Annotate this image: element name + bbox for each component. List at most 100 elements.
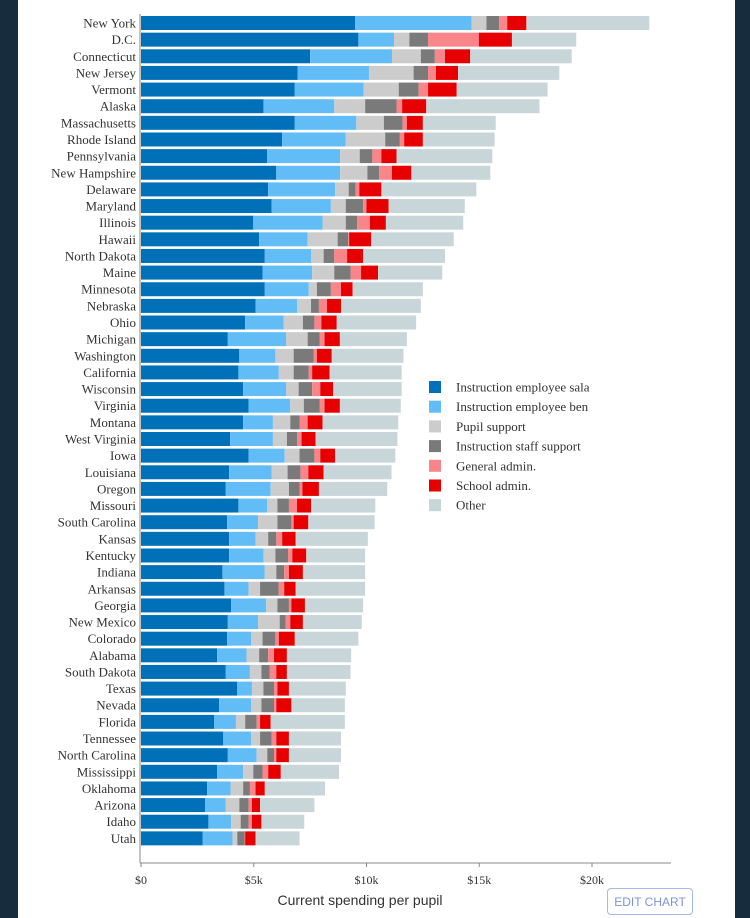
bar-segment bbox=[316, 282, 331, 297]
bar-segment bbox=[302, 615, 362, 630]
category-label: Utah bbox=[111, 831, 137, 846]
category-label: Massachusetts bbox=[61, 115, 136, 130]
bar-segment bbox=[286, 648, 352, 663]
bar-segment bbox=[227, 615, 259, 630]
bar-segment bbox=[340, 149, 360, 164]
bar-segment bbox=[276, 748, 289, 763]
bar-segment bbox=[294, 631, 359, 646]
bar-segment bbox=[243, 764, 254, 779]
bar-segment bbox=[308, 282, 317, 297]
category-label: Ohio bbox=[110, 315, 136, 330]
edit-chart-button[interactable]: EDIT CHART bbox=[607, 888, 693, 915]
bar-segment bbox=[428, 82, 457, 97]
bar-segment bbox=[507, 16, 527, 30]
bar-segment bbox=[284, 448, 300, 463]
bar-segment bbox=[248, 581, 261, 596]
bar-segment bbox=[141, 49, 311, 64]
legend-swatch bbox=[429, 420, 441, 433]
bar-segment bbox=[499, 16, 508, 30]
bar-segment bbox=[406, 115, 423, 130]
bar-segment bbox=[396, 99, 403, 114]
category-label: Connecticut bbox=[73, 49, 136, 64]
bar-segment bbox=[258, 515, 278, 530]
category-label: Indiana bbox=[97, 565, 136, 580]
bar-segment bbox=[141, 515, 228, 530]
category-label: Kansas bbox=[98, 531, 136, 546]
bar-segment bbox=[372, 149, 382, 164]
bar-segment bbox=[238, 365, 279, 380]
bar-segment bbox=[264, 781, 326, 796]
bar-segment bbox=[229, 465, 272, 480]
legend-label: School admin. bbox=[456, 478, 531, 493]
bar-segment bbox=[248, 814, 252, 829]
bar-segment bbox=[141, 531, 230, 546]
bar-segment bbox=[334, 248, 348, 263]
bar-segment bbox=[237, 681, 252, 696]
bar-segment bbox=[388, 199, 465, 214]
bar-segment bbox=[141, 248, 265, 263]
bar-segment bbox=[295, 581, 366, 596]
bar-segment bbox=[141, 348, 240, 363]
bar-segment bbox=[293, 365, 309, 380]
bar-segment bbox=[279, 615, 286, 630]
bar-segment bbox=[293, 348, 314, 363]
bar-segment bbox=[379, 165, 392, 180]
bar-segment bbox=[368, 65, 414, 80]
bar-segment bbox=[274, 698, 277, 713]
bar-segment bbox=[288, 748, 342, 763]
bar-segment bbox=[256, 748, 268, 763]
bar-segment bbox=[239, 798, 249, 813]
bar-segment bbox=[249, 664, 262, 679]
bar-segment bbox=[299, 481, 303, 496]
category-label: Washington bbox=[74, 348, 136, 363]
bar-segment bbox=[418, 82, 429, 97]
bar-segment bbox=[308, 465, 324, 480]
category-label: New Hampshire bbox=[51, 165, 136, 180]
bar-segment bbox=[402, 99, 427, 114]
bar-segment bbox=[367, 165, 380, 180]
bar-segment bbox=[324, 332, 340, 347]
bar-segment bbox=[141, 65, 298, 80]
bar-segment bbox=[141, 132, 283, 147]
bar-segment bbox=[458, 65, 560, 80]
bar-segment bbox=[239, 348, 276, 363]
bar-segment bbox=[471, 16, 487, 30]
bar-segment bbox=[261, 664, 270, 679]
bar-segment bbox=[336, 315, 417, 330]
category-label: Montana bbox=[90, 415, 136, 430]
bar-segment bbox=[141, 398, 249, 413]
legend-label: Instruction employee ben bbox=[456, 399, 589, 414]
bar-segment bbox=[486, 16, 500, 30]
bar-segment bbox=[276, 731, 289, 746]
bar-segment bbox=[320, 448, 336, 463]
bar-segment bbox=[259, 648, 269, 663]
bar-segment bbox=[341, 298, 421, 313]
bar-segment bbox=[141, 16, 355, 30]
bar-segment bbox=[214, 714, 236, 729]
bar-segment bbox=[315, 432, 398, 446]
bar-segment bbox=[295, 531, 368, 546]
bar-segment bbox=[426, 99, 540, 114]
bar-segment bbox=[322, 415, 399, 430]
bar-segment bbox=[339, 398, 401, 413]
bar-segment bbox=[319, 332, 325, 347]
bar-segment bbox=[312, 382, 321, 397]
bar-segment bbox=[304, 598, 364, 613]
bar-segment bbox=[361, 265, 379, 280]
bar-segment bbox=[391, 49, 421, 64]
bar-segment bbox=[266, 598, 278, 613]
bar-segment bbox=[255, 831, 300, 846]
bar-segment bbox=[363, 199, 367, 214]
category-label: Louisiana bbox=[85, 465, 136, 480]
legend-swatch bbox=[429, 381, 441, 393]
bar-segment bbox=[278, 581, 285, 596]
bar-segment bbox=[260, 731, 272, 746]
bar-segment bbox=[385, 132, 400, 147]
bar-segment bbox=[268, 648, 275, 663]
bar-segment bbox=[256, 714, 261, 729]
bar-segment bbox=[141, 82, 295, 97]
bar-segment bbox=[307, 415, 323, 430]
bar-segment bbox=[297, 65, 369, 80]
bar-segment bbox=[335, 448, 396, 463]
